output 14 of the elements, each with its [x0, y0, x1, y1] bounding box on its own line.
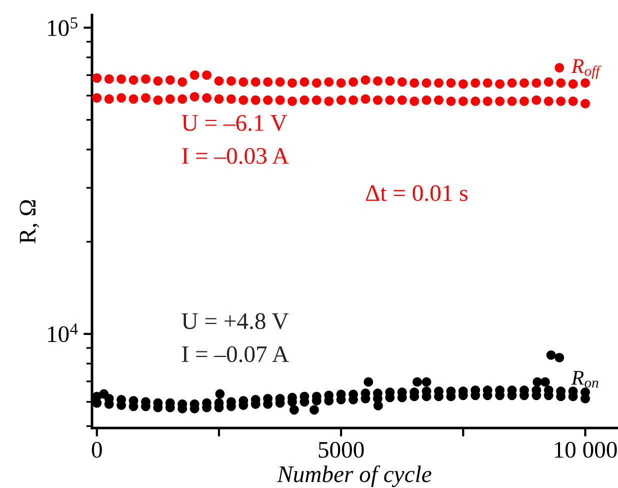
- y-tick-label: 10$^{4}$: [48, 323, 78, 342]
- y-axis-title: R, Ω: [20, 200, 40, 244]
- annotation: Δt = 0.01 s: [366, 185, 468, 202]
- y-tick-label: 10$^{5}$: [48, 17, 78, 36]
- x-tick-label: 0: [92, 442, 102, 458]
- annotation: U = –6.1 V: [182, 115, 288, 131]
- annotation: U = +4.8 V: [182, 313, 289, 330]
- x-axis-title: Number of cycle: [276, 465, 432, 488]
- x-tick-label: 5000: [318, 442, 364, 458]
- annotation: I = –0.03 A: [182, 148, 289, 164]
- annotation: I = –0.07 A: [182, 346, 289, 362]
- series-label: R$_{on}$: [571, 370, 598, 388]
- series-label: R$_{off}$: [571, 59, 602, 79]
- x-tick-label: 10 000: [554, 442, 617, 458]
